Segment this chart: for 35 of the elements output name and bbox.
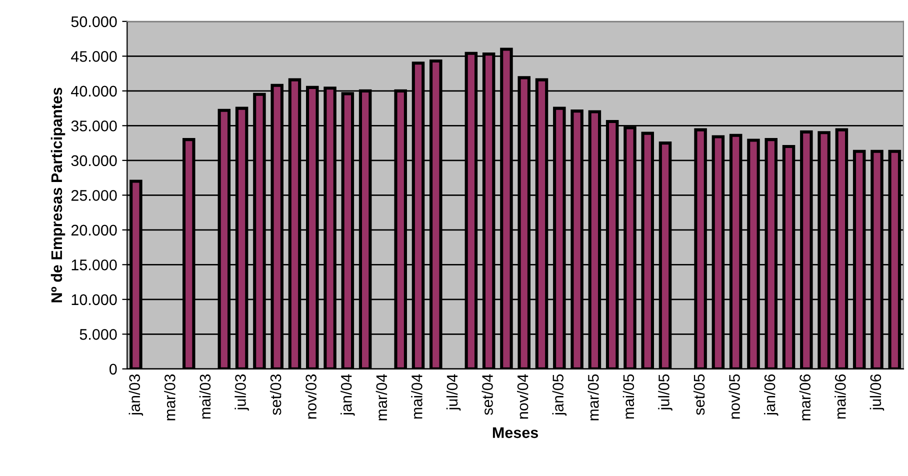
x-tick-label: jul/06 (870, 374, 884, 411)
y-tick-label: 45.000 (71, 51, 117, 62)
y-tick-label: 30.000 (71, 155, 117, 166)
x-tick-label: mai/04 (411, 374, 422, 419)
x-tick-label: set/03 (270, 374, 282, 415)
x-tick-label: mai/03 (199, 374, 211, 419)
x-tick-label: nov/04 (516, 374, 528, 419)
x-tick-label: set/05 (693, 374, 705, 415)
x-tick-label: jul/05 (658, 374, 672, 411)
x-tick-label: mar/05 (588, 374, 599, 420)
y-tick-label: 15.000 (72, 260, 117, 270)
y-tick-label: 35.000 (71, 120, 117, 132)
x-tick-label: mar/06 (799, 374, 811, 420)
x-tick-label: jul/04 (446, 374, 461, 411)
y-tick-label: 0 (110, 364, 117, 375)
y-axis-title: Nº de Empresas Participantes (50, 88, 66, 302)
x-tick-label: mai/05 (622, 374, 634, 419)
y-tick-label: 20.000 (71, 224, 117, 236)
x-tick-label: jan/06 (764, 374, 778, 416)
x-tick-label: mar/04 (376, 374, 388, 420)
y-tick-label: 50.000 (71, 16, 117, 28)
y-tick-label: 10.000 (72, 294, 117, 306)
x-tick-label: nov/03 (305, 374, 316, 419)
x-tick-label: jul/03 (234, 374, 249, 411)
x-tick-label: mai/06 (834, 374, 846, 419)
y-tick-label: 40.000 (71, 86, 117, 97)
x-axis-title: Meses (492, 427, 538, 438)
x-tick-label: jan/05 (552, 374, 567, 416)
x-tick-label: jan/03 (128, 374, 144, 416)
y-tick-label: 25.000 (71, 190, 117, 201)
x-tick-label: jan/04 (340, 374, 355, 416)
x-tick-label: mar/03 (164, 374, 176, 420)
y-tick-label: 5.000 (80, 329, 117, 340)
x-tick-label: set/04 (482, 374, 493, 415)
x-tick-label: nov/05 (728, 374, 740, 419)
